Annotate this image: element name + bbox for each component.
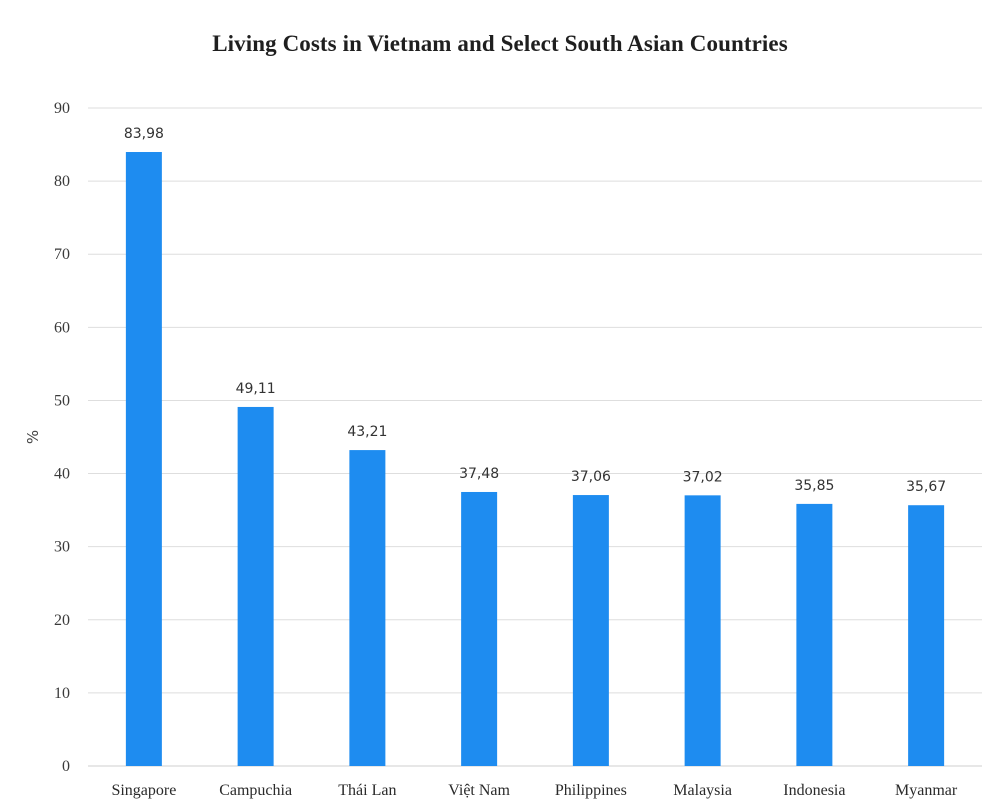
bars: [125, 152, 945, 767]
y-tick-label: 10: [54, 685, 70, 702]
x-category-label: Thái Lan: [338, 782, 396, 799]
x-category-label: Singapore: [111, 782, 176, 799]
bar-indonesia: [796, 503, 833, 766]
x-category-label: Việt Nam: [448, 782, 510, 799]
y-tick-label: 50: [54, 392, 70, 409]
y-axis-title: %: [24, 430, 42, 444]
y-tick-label: 30: [54, 539, 70, 556]
gridlines: [88, 107, 982, 767]
y-tick-label: 80: [54, 173, 70, 190]
data-labels: 83,98 49,11 43,21 37,48 37,06 37,02 35,85 35,67: [124, 126, 946, 495]
data-label: 35,85: [794, 478, 834, 494]
y-tick-label: 0: [62, 758, 70, 775]
data-label: 49,11: [236, 381, 276, 397]
x-axis-category-labels: Singapore Campuchia Thái Lan Việt Nam Philip…: [111, 782, 957, 799]
chart-title: Living Costs in Vietnam and Select South…: [212, 31, 788, 56]
y-tick-label: 70: [54, 246, 70, 263]
x-category-label: Myanmar: [895, 782, 958, 799]
x-category-label: Malaysia: [673, 782, 732, 799]
y-tick-label: 60: [54, 319, 70, 336]
x-category-label: Indonesia: [783, 782, 845, 799]
bar-campuchia: [237, 406, 274, 766]
data-label: 37,02: [683, 469, 723, 485]
y-axis-tick-labels: 0 10 20 30 40 50 60 70 80 90: [54, 100, 70, 775]
bar-việt-nam: [461, 491, 498, 766]
y-tick-label: 90: [54, 100, 70, 117]
y-tick-label: 20: [54, 612, 70, 629]
data-label: 43,21: [347, 424, 387, 440]
x-category-label: Campuchia: [219, 782, 292, 799]
bar-philippines: [572, 495, 609, 766]
data-label: 37,06: [571, 469, 611, 485]
data-label: 37,48: [459, 466, 499, 482]
bar-myanmar: [908, 505, 945, 766]
bar-malaysia: [684, 495, 721, 766]
data-label: 35,67: [906, 479, 946, 495]
bar-singapore: [125, 152, 162, 767]
y-tick-label: 40: [54, 466, 70, 483]
x-category-label: Philippines: [555, 782, 627, 799]
data-label: 83,98: [124, 126, 164, 142]
bar-thái-lan: [349, 450, 386, 766]
